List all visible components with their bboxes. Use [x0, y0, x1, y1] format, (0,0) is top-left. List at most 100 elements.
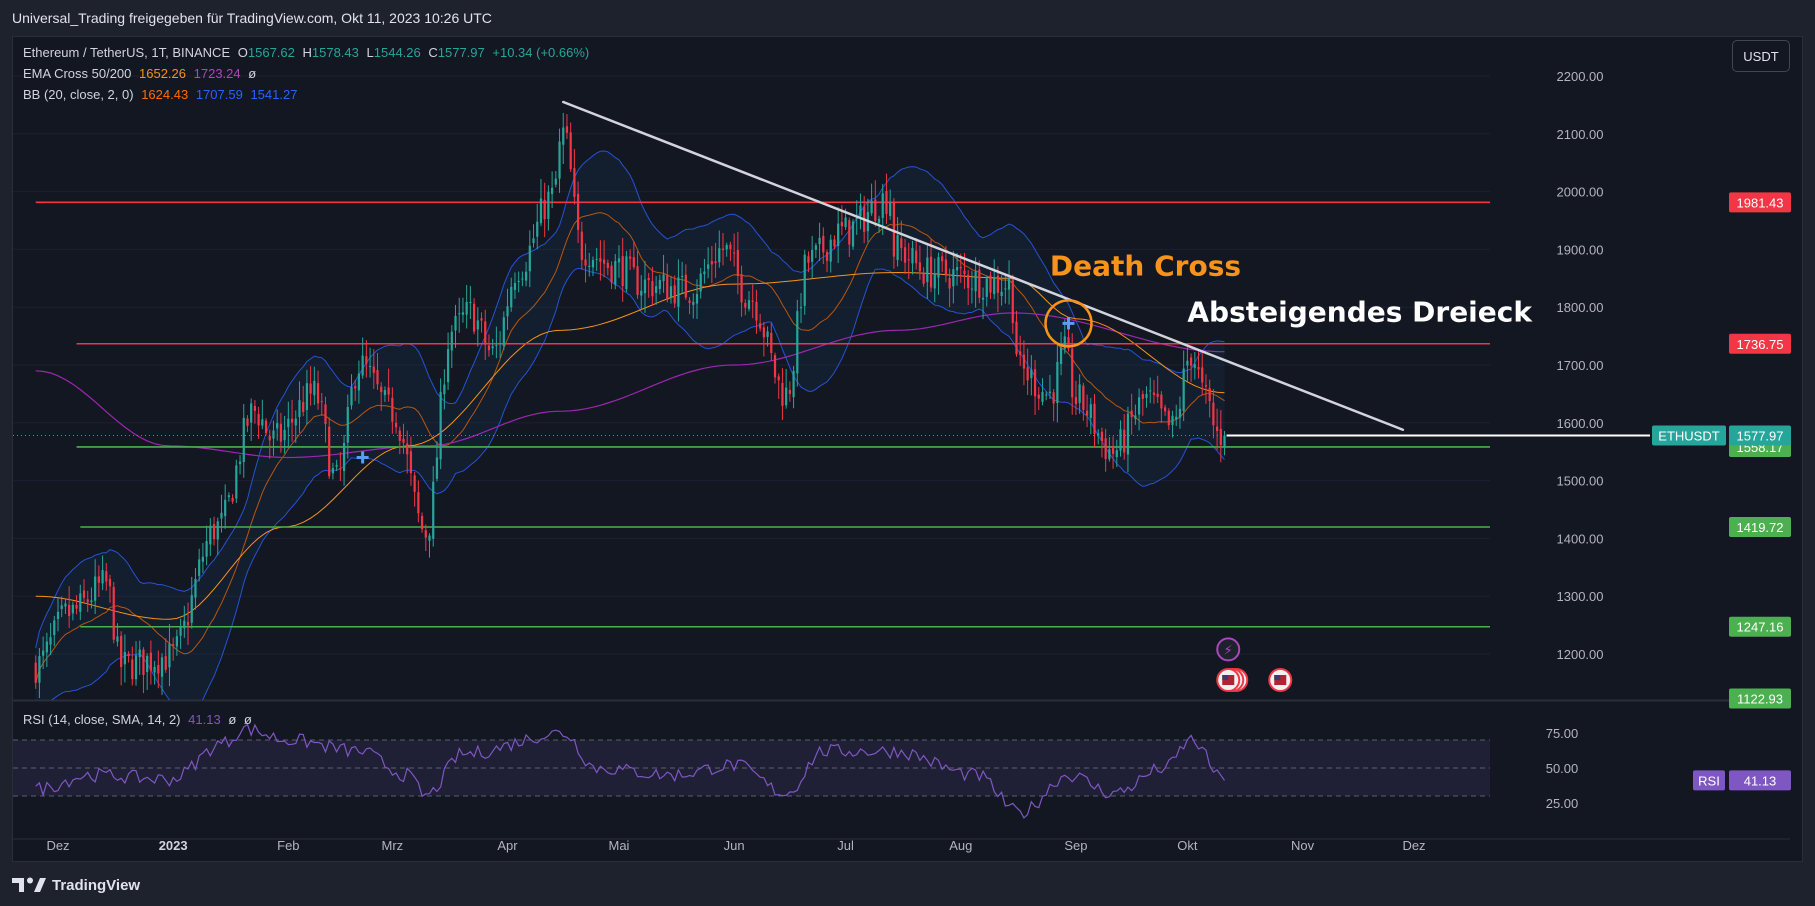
candle-body	[409, 451, 413, 474]
candle-body	[996, 275, 1000, 293]
time-tick-label: 2023	[159, 838, 188, 853]
rsi-value-bg	[1729, 770, 1791, 791]
candle-body	[851, 221, 855, 247]
candle-body	[937, 257, 940, 278]
candle-body	[528, 245, 531, 272]
candle-body	[354, 386, 357, 389]
candle-body	[818, 237, 821, 245]
candle-body	[718, 248, 721, 263]
candle-body	[766, 331, 769, 337]
price-tick-label: 2200.00	[1557, 69, 1604, 84]
bb-upper-value: 1707.59	[195, 87, 243, 102]
candle-body	[744, 302, 747, 308]
ema-legend[interactable]: EMA Cross 50/200 1652.26 1723.24 ø	[23, 66, 260, 81]
time-tick-label: Sep	[1064, 838, 1087, 853]
currency-button[interactable]: USDT	[1732, 40, 1790, 72]
level-badge-1122.93-bg	[1729, 688, 1791, 709]
candle-body	[978, 269, 981, 298]
candle-body	[186, 621, 190, 626]
candle-body	[636, 266, 639, 295]
main-legend[interactable]: Ethereum / TetherUS, 1T, BINANCE O1567.6…	[23, 45, 593, 60]
candle-body	[521, 278, 524, 280]
candle-body	[610, 265, 613, 283]
candle-body	[985, 278, 988, 297]
candle-body	[981, 297, 985, 300]
candle-body	[1145, 393, 1148, 399]
bb-basis-line	[35, 212, 1225, 684]
candle-body	[224, 499, 227, 517]
candle-body	[123, 652, 126, 665]
candle-body	[859, 205, 862, 217]
ema-hide-icon[interactable]: ø	[248, 66, 257, 81]
candle-body	[1163, 407, 1167, 412]
candle-body	[669, 286, 673, 298]
rsi-hide-icon-1[interactable]: ø	[228, 712, 237, 727]
chart-area[interactable]	[12, 36, 1803, 862]
candle-body	[1171, 415, 1174, 425]
candle-body	[855, 217, 858, 219]
candle-body	[68, 604, 71, 617]
candle-body	[1052, 392, 1055, 404]
rsi-hide-icon-2[interactable]: ø	[243, 712, 252, 727]
time-tick-label: Dez	[1402, 838, 1425, 853]
candle-body	[253, 406, 257, 411]
candle-body	[305, 383, 309, 410]
annotation-1: Absteigendes Dreieck	[1187, 296, 1533, 329]
candle-body	[435, 457, 439, 479]
candle-body	[198, 559, 201, 576]
bb-legend[interactable]: BB (20, close, 2, 0) 1624.43 1707.59 154…	[23, 87, 301, 102]
candle-body	[1208, 388, 1211, 402]
rsi-line	[35, 723, 1225, 819]
candle-body	[391, 397, 394, 422]
candle-body	[235, 465, 238, 499]
candle-body	[86, 599, 89, 603]
time-tick-label: Dez	[46, 838, 69, 853]
candle-body	[101, 570, 104, 584]
candle-body	[881, 193, 884, 218]
candle-body	[762, 327, 765, 338]
candle-body	[387, 387, 390, 395]
candle-body	[1048, 391, 1052, 394]
candle-body	[777, 376, 780, 381]
candle-body	[1134, 415, 1137, 419]
candle-body	[406, 443, 409, 455]
candle-body	[480, 318, 483, 321]
candle-body	[183, 620, 186, 629]
rsi-legend[interactable]: RSI (14, close, SMA, 14, 2) 41.13 ø ø	[23, 712, 256, 727]
candle-body	[1030, 369, 1033, 379]
candle-body	[472, 303, 476, 332]
low-value: 1544.26	[373, 45, 421, 60]
time-tick-label: Nov	[1291, 838, 1315, 853]
candle-body	[550, 187, 554, 194]
candle-body	[309, 383, 312, 394]
price-tick-label: 1900.00	[1557, 242, 1604, 257]
candle-body	[1149, 390, 1152, 392]
candle-body	[993, 278, 996, 295]
candle-body	[848, 220, 851, 245]
candle-body	[911, 247, 914, 264]
candle-body	[105, 571, 108, 582]
candle-body	[721, 248, 725, 251]
candle-body	[629, 256, 632, 259]
candle-body	[90, 600, 93, 603]
candle-body	[513, 283, 517, 291]
candle-body	[892, 201, 896, 257]
candle-body	[164, 656, 167, 670]
event-lightning-glyph: ⚡	[1224, 643, 1233, 658]
candle-body	[929, 256, 933, 288]
candle-body	[703, 271, 706, 275]
candle-body	[963, 270, 966, 274]
candle-body	[1115, 450, 1118, 458]
candle-body	[1104, 438, 1107, 460]
change-value: +10.34 (+0.66%)	[492, 45, 590, 60]
rsi-tick-label: 75.00	[1546, 726, 1579, 741]
ema-label: EMA Cross 50/200	[23, 66, 132, 81]
candle-body	[643, 279, 647, 294]
candle-body	[1160, 394, 1163, 409]
candle-body	[484, 321, 487, 345]
candle-body	[781, 382, 784, 406]
time-tick-label: Jun	[724, 838, 745, 853]
candle-body	[446, 349, 450, 383]
time-tick-label: Feb	[277, 838, 299, 853]
